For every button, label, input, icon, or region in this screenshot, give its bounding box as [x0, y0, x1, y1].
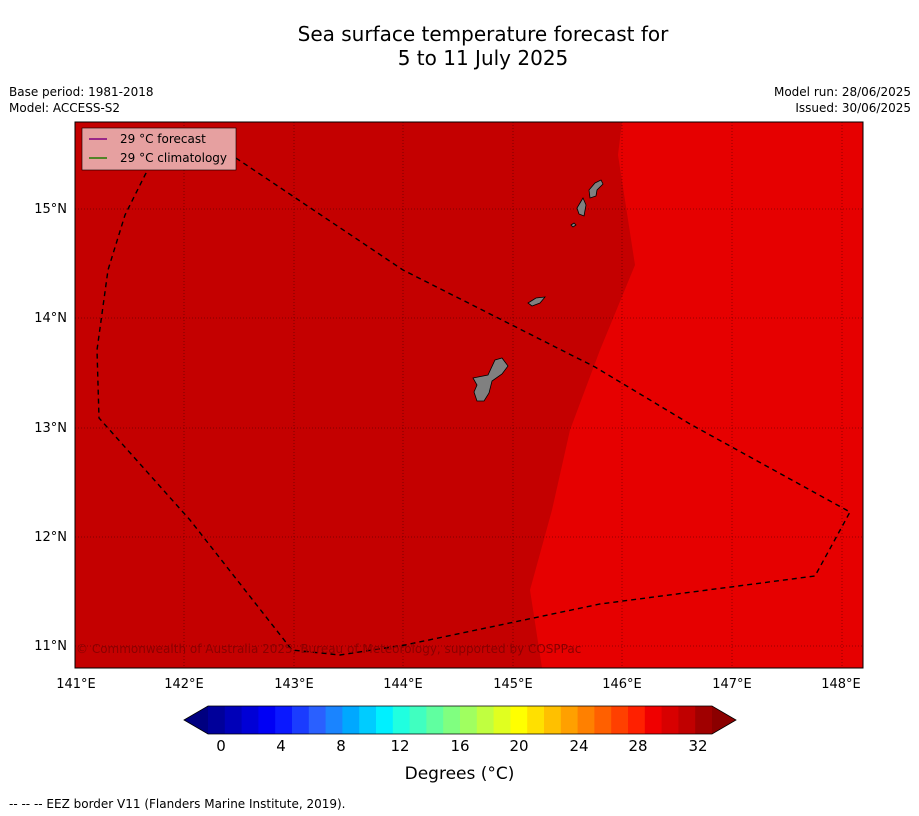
y-tick-label: 15°N: [34, 202, 67, 217]
x-tick-label: 141°E: [56, 677, 96, 692]
colorbar-tick: 20: [509, 737, 528, 755]
meta-left: Base period: 1981-2018 Model: ACCESS-S2: [9, 84, 154, 116]
colorbar-title: Degrees (°C): [404, 764, 515, 784]
title-line-1: Sea surface temperature forecast for: [297, 22, 669, 46]
colorbar-tick: 0: [216, 737, 226, 755]
x-tick-label: 143°E: [274, 677, 314, 692]
colorbar-segment: [594, 706, 612, 734]
sst-region-30-31: [75, 122, 635, 668]
colorbar-segment: [560, 706, 578, 734]
x-tick-label: 147°E: [712, 677, 752, 692]
colorbar-segment: [292, 706, 310, 734]
colorbar-segment: [460, 706, 478, 734]
colorbar-segment: [611, 706, 629, 734]
colorbar-segment: [224, 706, 242, 734]
x-axis-labels: 141°E 142°E 143°E 144°E 145°E 146°E 147°…: [56, 677, 861, 692]
colorbar-tick: 24: [569, 737, 588, 755]
x-tick-label: 145°E: [493, 677, 533, 692]
map-legend: 29 °C forecast 29 °C climatology: [81, 127, 237, 171]
colorbar-tick: 4: [276, 737, 286, 755]
colorbar-segment: [443, 706, 461, 734]
model-run: Model run: 28/06/2025: [773, 85, 911, 99]
islands: [472, 179, 604, 402]
colorbar: [183, 705, 737, 735]
colorbar-segment: [628, 706, 646, 734]
colorbar-segment: [241, 706, 259, 734]
title-line-2: 5 to 11 July 2025: [397, 46, 569, 70]
colorbar-segment: [426, 706, 444, 734]
colorbar-tick: 12: [390, 737, 409, 755]
colorbar-segment: [493, 706, 511, 734]
copyright-text: © Commonwealth of Australia 2025, Bureau…: [76, 642, 581, 656]
y-tick-label: 12°N: [34, 530, 67, 545]
x-tick-label: 148°E: [821, 677, 861, 692]
legend-forecast-label: 29 °C forecast: [120, 132, 206, 146]
colorbar-segment: [376, 706, 394, 734]
colorbar-high-extension: [712, 706, 736, 734]
aguijan-island: [570, 222, 577, 228]
eez-border: [96, 137, 851, 656]
map-area: © Commonwealth of Australia 2025, Bureau…: [75, 122, 863, 668]
colorbar-segment: [325, 706, 343, 734]
meta-right: Model run: 28/06/2025 Issued: 30/06/2025: [774, 84, 911, 116]
issued-date: Issued: 30/06/2025: [795, 101, 911, 115]
colorbar-segment: [258, 706, 276, 734]
colorbar-segment: [342, 706, 360, 734]
colorbar-tick: 32: [688, 737, 707, 755]
base-period: Base period: 1981-2018: [9, 85, 154, 99]
colorbar-segment: [308, 706, 326, 734]
rota-island: [527, 296, 546, 307]
legend-box: [81, 127, 237, 171]
colorbar-low-extension: [184, 706, 208, 734]
colorbar-segment: [275, 706, 293, 734]
y-tick-label: 14°N: [34, 311, 67, 326]
colorbar-segment: [527, 706, 545, 734]
x-tick-label: 144°E: [383, 677, 423, 692]
colorbar-segment: [577, 706, 595, 734]
model-name: Model: ACCESS-S2: [9, 101, 121, 115]
legend-climatology-label: 29 °C climatology: [120, 151, 227, 165]
map-frame: [74, 121, 864, 669]
colorbar-tick: 16: [450, 737, 469, 755]
colorbar-segment: [476, 706, 494, 734]
colorbar-segment: [392, 706, 410, 734]
colorbar-segment: [644, 706, 662, 734]
x-tick-label: 146°E: [602, 677, 642, 692]
colorbar-segment: [409, 706, 427, 734]
y-tick-label: 13°N: [34, 421, 67, 436]
colorbar-segment: [510, 706, 528, 734]
colorbar-tick-labels: 0 4 8 12 16 20 24 28 32: [216, 737, 707, 755]
colorbar-segment: [678, 706, 696, 734]
y-tick-label: 11°N: [34, 639, 67, 654]
saipan-island: [588, 179, 604, 199]
colorbar-segment: [544, 706, 562, 734]
colorbar-tick: 28: [628, 737, 647, 755]
colorbar-tick: 8: [336, 737, 346, 755]
colorbar-segment: [661, 706, 679, 734]
colorbar-segment: [359, 706, 377, 734]
guam-island: [472, 357, 509, 402]
colorbar-segment: [695, 706, 713, 734]
colorbar-segment: [208, 706, 226, 734]
colorbar-outline: [183, 705, 737, 735]
tinian-island: [576, 197, 587, 217]
y-axis-labels: 15°N 14°N 13°N 12°N 11°N: [34, 202, 67, 654]
x-tick-label: 142°E: [164, 677, 204, 692]
graticule: [75, 122, 863, 668]
footer-note: -- -- -- EEZ border V11 (Flanders Marine…: [9, 797, 346, 811]
map-title: Sea surface temperature forecast for 5 t…: [0, 22, 919, 70]
colorbar-segments: [208, 706, 713, 734]
